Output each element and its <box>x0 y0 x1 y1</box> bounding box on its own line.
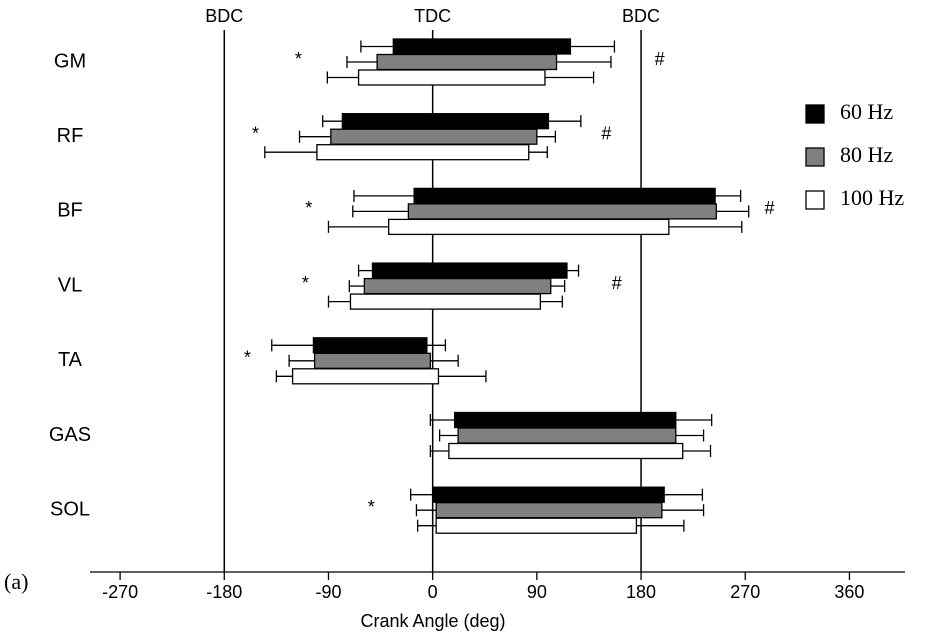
x-axis-title: Crank Angle (deg) <box>360 611 505 631</box>
reference-label: TDC <box>414 6 451 26</box>
legend-swatch <box>805 104 825 124</box>
bar <box>349 293 541 310</box>
x-tick-label: -180 <box>206 582 242 602</box>
legend-swatch <box>805 190 825 210</box>
legend-label: 100 Hz <box>840 185 904 210</box>
significance-mark: * <box>302 273 309 293</box>
significance-mark: # <box>765 198 775 218</box>
bar <box>432 486 665 503</box>
bar <box>316 144 530 161</box>
significance-mark: * <box>244 348 251 368</box>
significance-mark: * <box>305 198 312 218</box>
category-label: VL <box>58 274 82 296</box>
x-tick-label: 0 <box>428 582 438 602</box>
bar <box>448 442 684 460</box>
legend-swatch <box>805 147 825 167</box>
bar <box>371 262 568 279</box>
bar <box>357 69 546 86</box>
bar <box>291 368 440 385</box>
bar <box>341 113 550 130</box>
significance-mark: # <box>655 49 665 69</box>
bar <box>376 53 558 71</box>
significance-mark: * <box>295 49 302 69</box>
bar <box>407 203 717 220</box>
bar <box>435 517 638 534</box>
x-tick-label: 90 <box>527 582 547 602</box>
bar <box>388 218 670 236</box>
category-label: GAS <box>49 424 91 446</box>
bar <box>457 427 677 444</box>
category-label: RF <box>57 125 84 147</box>
reference-label: BDC <box>622 6 660 26</box>
x-tick-label: -90 <box>315 582 341 602</box>
category-label: GM <box>54 50 86 72</box>
legend-label: 60 Hz <box>840 99 893 124</box>
significance-mark: * <box>368 497 375 517</box>
bar <box>312 337 428 354</box>
bar <box>413 187 716 205</box>
bar <box>454 411 677 429</box>
significance-mark: # <box>601 123 611 143</box>
x-tick-label: 180 <box>626 582 656 602</box>
x-tick-label: -270 <box>102 582 138 602</box>
bar <box>330 128 538 145</box>
x-tick-label: 360 <box>834 582 864 602</box>
reference-label: BDC <box>205 6 243 26</box>
category-label: BF <box>57 200 83 222</box>
bar <box>392 38 572 55</box>
x-tick-label: 270 <box>730 582 760 602</box>
bar <box>313 352 432 369</box>
panel-label: (a) <box>4 569 28 594</box>
category-label: TA <box>58 349 83 371</box>
bar <box>435 502 663 519</box>
significance-mark: * <box>252 123 259 143</box>
bar <box>363 277 552 295</box>
significance-mark: # <box>612 273 622 293</box>
category-label: SOL <box>50 498 90 520</box>
legend-label: 80 Hz <box>840 142 893 167</box>
